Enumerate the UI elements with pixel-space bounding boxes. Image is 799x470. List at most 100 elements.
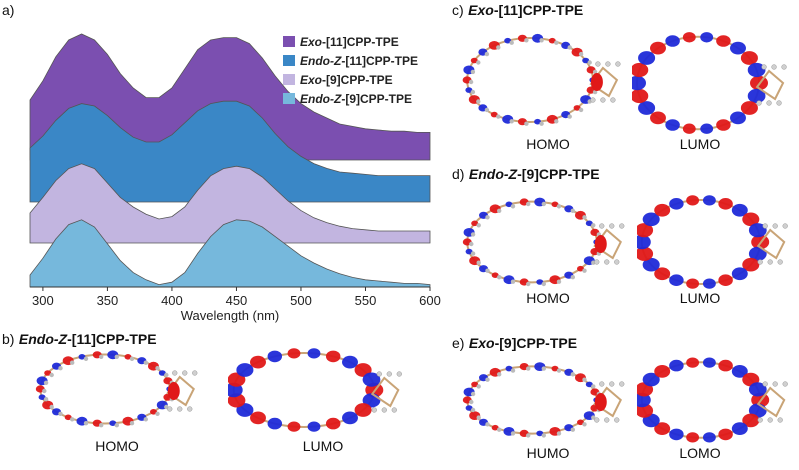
hydrogen-atom xyxy=(761,64,767,70)
orbital-lobe xyxy=(686,195,700,206)
atom xyxy=(591,223,596,228)
legend-entry-1: Endo-Z-[11]CPP-TPE xyxy=(300,54,418,68)
hydrogen-atom xyxy=(595,61,601,67)
hydrogen-atom xyxy=(594,417,600,423)
orbital-lobe xyxy=(594,235,607,253)
orbital-lobe xyxy=(716,35,731,47)
hydrogen-atom xyxy=(757,417,763,423)
atom xyxy=(509,40,514,45)
atom xyxy=(164,372,169,378)
atom xyxy=(510,368,516,373)
hydrogen-atom xyxy=(609,223,615,229)
hydrogen-atom xyxy=(614,259,620,265)
tpe-group xyxy=(756,228,786,260)
hydrogen-atom xyxy=(772,223,778,229)
orbital-lobe xyxy=(267,350,283,363)
atom xyxy=(591,415,596,420)
panel-e-homo-orbital xyxy=(462,362,625,438)
atom xyxy=(42,388,47,394)
tpe-group xyxy=(166,375,195,407)
atom xyxy=(567,114,572,119)
hydrogen-atom xyxy=(605,61,611,67)
x-axis-title: Wavelength (nm) xyxy=(181,308,280,323)
hydrogen-atom xyxy=(177,406,183,412)
orbital-lobe xyxy=(642,212,660,227)
atom xyxy=(470,232,476,237)
atom xyxy=(470,89,476,95)
orbital-lobe xyxy=(747,88,766,104)
orbital-lobe xyxy=(718,198,733,210)
hydrogen-atom xyxy=(391,407,397,413)
atom xyxy=(582,422,587,427)
orbital-lobe xyxy=(362,372,381,387)
orbital-lobe xyxy=(551,201,559,208)
atom xyxy=(526,366,531,371)
hydrogen-atom xyxy=(386,371,392,377)
atom xyxy=(469,241,474,247)
hydrogen-atom xyxy=(777,417,783,423)
x-tick-label-350: 350 xyxy=(97,293,119,308)
panel-e-title-rest: -[9]CPP-TPE xyxy=(494,335,578,351)
orbital-lobe xyxy=(702,278,716,289)
orbital-lobe xyxy=(582,57,590,64)
panel-c-title-rest: -[11]CPP-TPE xyxy=(493,2,584,18)
panel-b-lumo-orbital xyxy=(228,348,402,432)
orbital-lobe xyxy=(573,105,581,111)
orbital-lobe xyxy=(686,357,700,368)
legend-entry-2: Exo-[9]CPP-TPE xyxy=(300,73,393,87)
hydrogen-atom xyxy=(610,97,616,103)
panel-e-label: e) xyxy=(452,335,465,351)
panel-d-title-rest: -[9]CPP-TPE xyxy=(517,166,600,182)
atom xyxy=(526,433,531,438)
hydrogen-atom xyxy=(600,97,606,103)
orbital-lobe xyxy=(650,41,666,55)
orbital-lobe xyxy=(465,87,473,93)
atom xyxy=(49,372,54,378)
orbital-lobe xyxy=(287,348,301,359)
orbital-lobe xyxy=(236,363,254,377)
orbital-lobe xyxy=(551,365,559,372)
atom xyxy=(155,366,160,371)
hydrogen-atom xyxy=(604,417,610,423)
tpe-group xyxy=(370,376,400,408)
orbital-lobe xyxy=(669,359,684,372)
atom xyxy=(470,407,476,413)
atom xyxy=(83,356,89,361)
orbital-lobe xyxy=(78,354,86,360)
panel-c-label: c) xyxy=(452,2,464,18)
tpe-group xyxy=(756,386,786,418)
panel-e-homo-label: HUMO xyxy=(526,445,570,461)
orbital-lobe xyxy=(718,359,733,372)
atom xyxy=(143,417,148,422)
orbital-lobe xyxy=(748,246,767,261)
tpe-group xyxy=(593,386,622,418)
atom xyxy=(476,60,481,65)
orbital-lobe xyxy=(325,350,341,363)
hydrogen-atom xyxy=(172,370,178,376)
atom xyxy=(524,121,529,126)
panel-b-label: b) xyxy=(2,331,15,347)
atom xyxy=(476,260,481,265)
atom xyxy=(497,275,502,280)
orbital-lobe xyxy=(594,393,607,411)
panel-e-header: e) Exo-[9]CPP-TPE xyxy=(452,335,577,353)
orbital-lobe xyxy=(669,198,684,210)
orbital-lobe xyxy=(505,201,513,208)
panel-d-label: d) xyxy=(452,166,465,182)
orbital-lobe xyxy=(702,195,716,206)
atom xyxy=(83,421,89,426)
orbital-lobe xyxy=(637,234,651,250)
orbital-lobe xyxy=(250,355,266,369)
hydrogen-atom xyxy=(599,223,605,229)
atom xyxy=(591,384,596,389)
atom xyxy=(556,279,562,284)
atom xyxy=(468,79,474,85)
tpe-group xyxy=(755,69,785,101)
atom xyxy=(554,40,559,45)
orbital-lobe xyxy=(465,405,473,411)
atom xyxy=(541,281,546,287)
legend-swatch-3 xyxy=(283,93,295,104)
hydrogen-atom xyxy=(381,407,387,413)
atom xyxy=(496,45,501,50)
panel-b-title-italic: Endo-Z xyxy=(18,331,68,347)
